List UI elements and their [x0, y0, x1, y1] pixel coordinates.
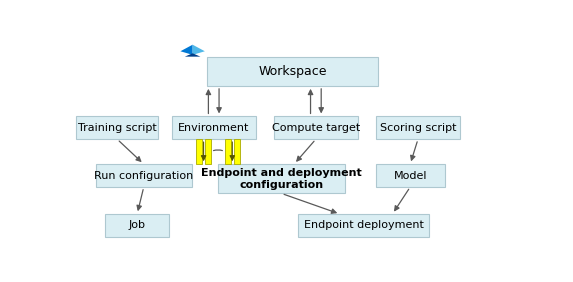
FancyBboxPatch shape	[376, 116, 460, 139]
Text: Scoring script: Scoring script	[380, 123, 456, 133]
FancyBboxPatch shape	[197, 139, 202, 164]
Text: Compute target: Compute target	[272, 123, 360, 133]
FancyBboxPatch shape	[376, 164, 445, 187]
FancyBboxPatch shape	[225, 139, 231, 164]
FancyBboxPatch shape	[298, 214, 429, 237]
FancyBboxPatch shape	[105, 214, 170, 237]
Text: Job: Job	[128, 221, 146, 230]
Text: Workspace: Workspace	[258, 65, 327, 78]
FancyBboxPatch shape	[76, 116, 158, 139]
Text: Endpoint deployment: Endpoint deployment	[304, 221, 423, 230]
Text: Training script: Training script	[78, 123, 156, 133]
FancyBboxPatch shape	[234, 139, 240, 164]
FancyBboxPatch shape	[96, 164, 191, 187]
Polygon shape	[180, 45, 193, 55]
Text: Endpoint and deployment
configuration: Endpoint and deployment configuration	[201, 168, 362, 190]
Polygon shape	[193, 45, 205, 55]
Polygon shape	[185, 53, 201, 57]
Text: Model: Model	[394, 171, 427, 180]
Text: Run configuration: Run configuration	[94, 171, 194, 180]
FancyBboxPatch shape	[171, 116, 256, 139]
FancyBboxPatch shape	[205, 139, 211, 164]
Text: Environment: Environment	[178, 123, 249, 133]
FancyBboxPatch shape	[218, 164, 345, 193]
FancyBboxPatch shape	[207, 57, 378, 86]
FancyArrowPatch shape	[214, 150, 222, 151]
FancyBboxPatch shape	[274, 116, 358, 139]
